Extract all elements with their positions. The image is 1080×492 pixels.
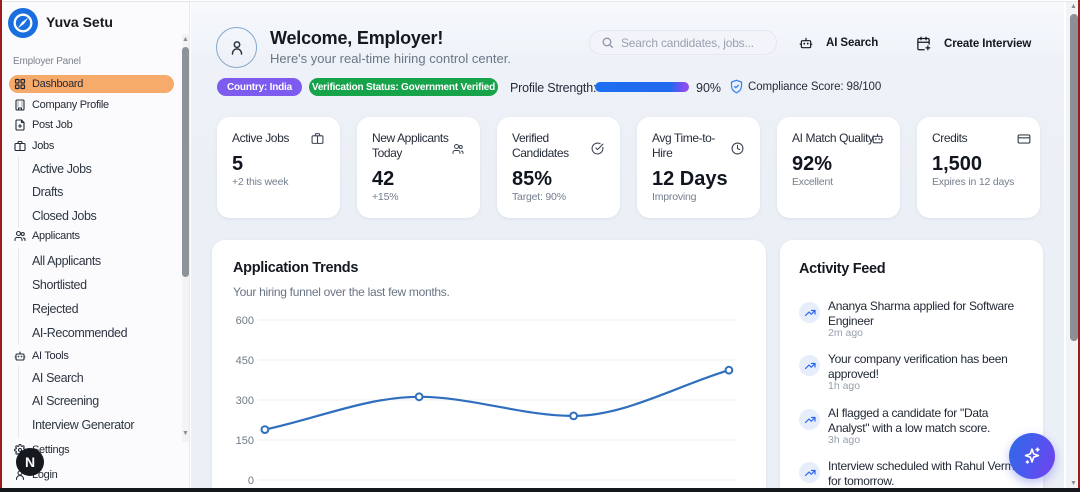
svg-text:0: 0	[248, 475, 254, 487]
svg-text:300: 300	[236, 395, 254, 407]
svg-text:150: 150	[236, 435, 254, 447]
svg-text:600: 600	[236, 315, 254, 327]
svg-text:450: 450	[236, 355, 254, 367]
